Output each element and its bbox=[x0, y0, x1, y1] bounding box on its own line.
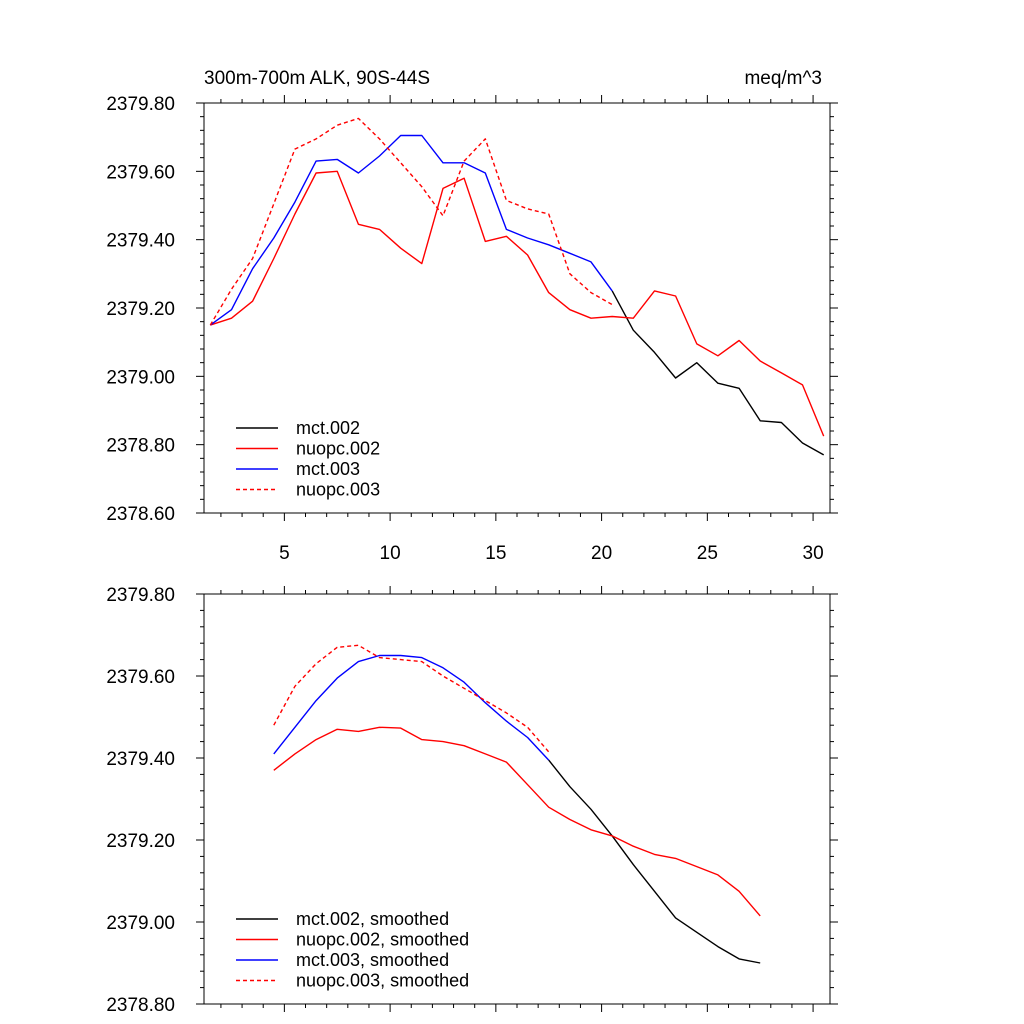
y-tick-label: 2379.40 bbox=[106, 749, 175, 770]
legend-label: mct.003, smoothed bbox=[296, 950, 449, 970]
y-tick-label: 2379.60 bbox=[106, 162, 175, 183]
series-line-nuopc-003-smoothed bbox=[273, 644, 550, 753]
top-axis-ticks bbox=[196, 95, 838, 521]
legend-label: nuopc.002 bbox=[296, 439, 380, 459]
series-line-nuopc-002 bbox=[210, 170, 825, 437]
y-tick-label: 2379.80 bbox=[106, 585, 175, 606]
top-panel-title: 300m-700m ALK, 90S-44S bbox=[204, 68, 430, 89]
y-tick-label: 2379.40 bbox=[106, 231, 175, 252]
y-tick-label: 2378.60 bbox=[106, 504, 175, 525]
x-tick-label: 5 bbox=[279, 543, 290, 564]
top-panel: 300m-700m ALK, 90S-44S meq/m^3 2379.8023… bbox=[106, 68, 838, 564]
y-tick-label: 2378.80 bbox=[106, 436, 175, 457]
series-line-nuopc-002-smoothed bbox=[273, 726, 761, 917]
y-tick-label: 2379.00 bbox=[106, 367, 175, 388]
series-line-mct-002-smoothed bbox=[548, 759, 761, 964]
x-tick-label: 15 bbox=[485, 543, 506, 564]
legend-label: mct.002, smoothed bbox=[296, 909, 449, 929]
x-tick-label: 10 bbox=[380, 543, 401, 564]
x-tick-label: 25 bbox=[697, 543, 718, 564]
legend-label: nuopc.003 bbox=[296, 480, 380, 500]
y-tick-label: 2379.20 bbox=[106, 831, 175, 852]
legend-label: nuopc.002, smoothed bbox=[296, 930, 469, 950]
top-y-tick-labels: 2379.80 2379.60 2379.40 2379.20 2379.00 2378.… bbox=[106, 94, 175, 525]
top-plot-lines bbox=[209, 117, 825, 456]
bottom-plot-lines bbox=[273, 644, 761, 964]
bottom-panel: 2379.80 2379.60 2379.40 2379.20 2379.00 2378.… bbox=[106, 585, 838, 1016]
legend-label: mct.003 bbox=[296, 459, 360, 479]
bottom-axis-ticks bbox=[196, 586, 838, 1012]
y-tick-label: 2378.80 bbox=[106, 995, 175, 1016]
x-tick-label: 20 bbox=[591, 543, 612, 564]
series-line-nuopc-003 bbox=[209, 117, 613, 326]
x-tick-label: 30 bbox=[803, 543, 824, 564]
y-tick-label: 2379.60 bbox=[106, 667, 175, 688]
y-tick-label: 2379.20 bbox=[106, 299, 175, 320]
series-line-mct-002 bbox=[611, 290, 825, 456]
top-panel-units: meq/m^3 bbox=[744, 68, 822, 89]
y-tick-label: 2379.00 bbox=[106, 913, 175, 934]
series-line-mct-003 bbox=[209, 134, 613, 326]
top-x-tick-labels: 5 10 15 20 25 30 bbox=[279, 543, 824, 564]
bottom-y-tick-labels: 2379.80 2379.60 2379.40 2379.20 2379.00 2378.… bbox=[106, 585, 175, 1016]
series-line-mct-003-smoothed bbox=[273, 654, 550, 761]
legend-label: mct.002 bbox=[296, 418, 360, 438]
legend-label: nuopc.003, smoothed bbox=[296, 971, 469, 991]
y-tick-label: 2379.80 bbox=[106, 94, 175, 115]
